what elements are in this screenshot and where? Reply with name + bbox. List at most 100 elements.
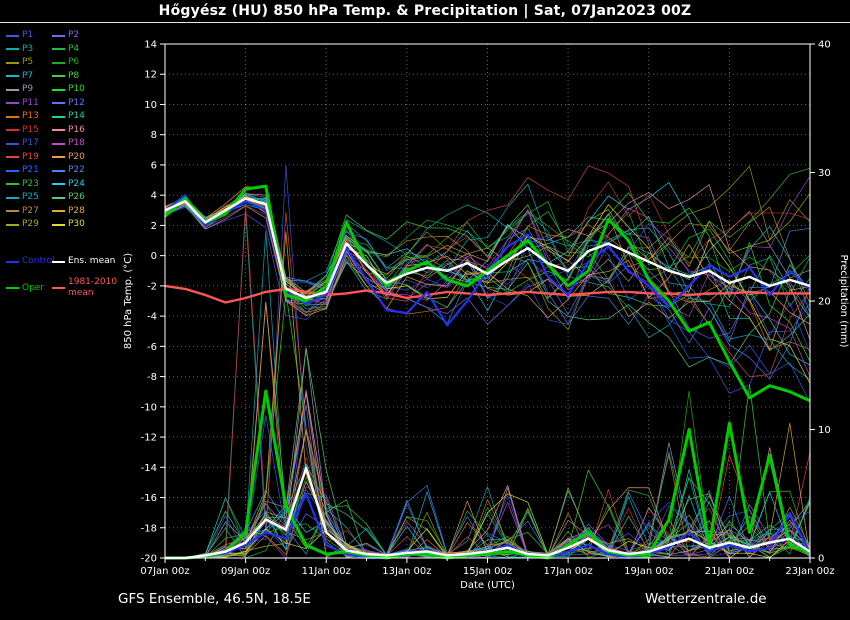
legend-member-p3-label: P3 xyxy=(22,43,34,54)
legend-member-p17: P17 xyxy=(6,138,52,149)
legend-member-p24-color-dash xyxy=(52,183,65,185)
y-left-tick-label: -16 xyxy=(141,493,157,504)
legend-member-p24-label: P24 xyxy=(68,178,85,189)
legend-member-p11: P11 xyxy=(6,98,52,109)
legend-member-p16: P16 xyxy=(52,125,176,136)
legend-member-p2: P2 xyxy=(52,30,176,41)
legend-member-p21-color-dash xyxy=(6,169,19,172)
legend-member-p12-label: P12 xyxy=(68,97,85,108)
y-left-tick-label: 14 xyxy=(144,40,157,51)
legend-member-p12-color-dash xyxy=(52,102,65,104)
legend-member-p20-label: P20 xyxy=(68,151,85,162)
legend-member-p17-label: P17 xyxy=(22,138,39,148)
x-tick-label: 23Jan 00z xyxy=(785,566,834,577)
legend-ens-mean-color-dash xyxy=(52,260,65,263)
chart-title: Hőgyész (HU) 850 hPa Temp. & Precipitati… xyxy=(158,3,692,19)
x-tick-label: 17Jan 00z xyxy=(543,566,592,577)
y-right-tick-label: 10 xyxy=(818,425,831,436)
legend-member-p2-color-dash xyxy=(52,34,65,37)
legend-member-p11-color-dash xyxy=(6,102,19,104)
legend-control: Control xyxy=(6,256,55,267)
precip-member-line-p3 xyxy=(165,211,811,559)
x-tick-label: 09Jan 00z xyxy=(221,566,270,577)
legend-member-p18: P18 xyxy=(52,138,176,149)
temp-member-line-p28 xyxy=(164,196,811,325)
x-tick-label: 21Jan 00z xyxy=(705,566,754,577)
legend-member-p16-color-dash xyxy=(52,129,65,131)
legend-member-p1: P1 xyxy=(6,30,52,41)
legend-member-p14: P14 xyxy=(52,111,176,122)
legend: P1 P2 P3 P4 P5 P6 P7 P8 P9 P10 P11 P12 P13 P14 P15 P16 P… xyxy=(6,30,176,299)
legend-control-color-dash xyxy=(6,260,19,263)
y-left-tick-label: -14 xyxy=(141,463,157,474)
y-right-tick-label: 0 xyxy=(818,554,824,565)
temp-member-line-p9 xyxy=(164,205,811,305)
legend-member-p25-label: P25 xyxy=(22,192,39,202)
legend-member-p5-color-dash xyxy=(6,61,19,64)
legend-member-p22-label: P22 xyxy=(68,165,85,175)
legend-member-p9: P9 xyxy=(6,84,52,95)
y-left-tick-label: -6 xyxy=(147,342,157,353)
y-right-tick-label: 30 xyxy=(818,168,831,179)
legend-member-p15-label: P15 xyxy=(22,124,39,135)
legend-member-p15-color-dash xyxy=(6,129,19,131)
legend-member-p28-label: P28 xyxy=(68,205,85,216)
legend-member-p4-label: P4 xyxy=(68,43,80,54)
legend-member-p9-color-dash xyxy=(6,88,19,91)
y-left-tick-label: -18 xyxy=(141,523,157,534)
temp-ens-mean-line xyxy=(164,196,811,300)
legend-oper-label: Oper xyxy=(22,282,45,293)
x-tick-label: 13Jan 00z xyxy=(382,566,431,577)
precip-member-line-p24 xyxy=(165,491,811,559)
y-right-tick-label: 40 xyxy=(818,40,831,51)
y-axis-right-title: Precipitation (mm) xyxy=(838,255,849,348)
legend-member-p27: P27 xyxy=(6,206,52,217)
legend-member-p27-color-dash xyxy=(6,210,19,212)
legend-member-p15: P15 xyxy=(6,125,52,136)
legend-member-p7: P7 xyxy=(6,71,52,82)
legend-member-p3: P3 xyxy=(6,44,52,55)
legend-ens-mean-label: Ens. mean xyxy=(68,256,116,266)
x-tick-label: 15Jan 00z xyxy=(463,566,512,577)
legend-member-p27-label: P27 xyxy=(22,205,39,216)
y-left-tick-label: -20 xyxy=(141,554,157,565)
legend-member-p14-color-dash xyxy=(52,115,65,118)
legend-member-p8: P8 xyxy=(52,71,176,82)
y-left-tick-label: -8 xyxy=(147,372,157,383)
y-left-tick-label: 8 xyxy=(151,130,157,141)
legend-member-p30-label: P30 xyxy=(68,219,85,229)
legend-member-p30-color-dash xyxy=(52,223,65,226)
legend-member-p28: P28 xyxy=(52,206,176,217)
legend-member-p7-color-dash xyxy=(6,75,19,77)
legend-member-p25-color-dash xyxy=(6,196,19,199)
legend-member-p1-color-dash xyxy=(6,34,19,37)
title-rule xyxy=(0,22,850,23)
legend-member-p19: P19 xyxy=(6,152,52,163)
precip-member-line-p6 xyxy=(165,390,811,559)
legend-member-p18-color-dash xyxy=(52,142,65,145)
legend-member-p8-color-dash xyxy=(52,75,65,77)
legend-climate-mean-label: 1981-2010 mean xyxy=(68,277,118,298)
y-right-tick-label: 20 xyxy=(818,297,831,308)
legend-member-p26-color-dash xyxy=(52,196,65,199)
legend-member-p29-label: P29 xyxy=(22,219,39,229)
legend-member-p6-label: P6 xyxy=(68,57,80,67)
legend-member-p21-label: P21 xyxy=(22,165,39,175)
legend-member-p19-label: P19 xyxy=(22,151,39,162)
y-left-tick-label: 4 xyxy=(151,191,157,202)
legend-member-p13-label: P13 xyxy=(22,111,39,121)
legend-member-p16-label: P16 xyxy=(68,124,85,135)
y-left-tick-label: 10 xyxy=(144,100,157,111)
legend-ens-mean: Ens. mean xyxy=(52,256,115,267)
legend-climate-mean: 1981-2010 mean xyxy=(52,277,128,299)
legend-member-p28-color-dash xyxy=(52,210,65,212)
y-left-tick-label: -10 xyxy=(141,402,157,413)
legend-member-p29-color-dash xyxy=(6,223,19,226)
legend-member-p4: P4 xyxy=(52,44,176,55)
legend-member-p17-color-dash xyxy=(6,142,19,145)
legend-member-p20: P20 xyxy=(52,152,176,163)
legend-members: P1 P2 P3 P4 P5 P6 P7 P8 P9 P10 P11 P12 P13 P14 P15 P16 P… xyxy=(6,30,176,230)
legend-member-p10-color-dash xyxy=(52,88,65,91)
legend-member-p23-label: P23 xyxy=(22,178,39,189)
